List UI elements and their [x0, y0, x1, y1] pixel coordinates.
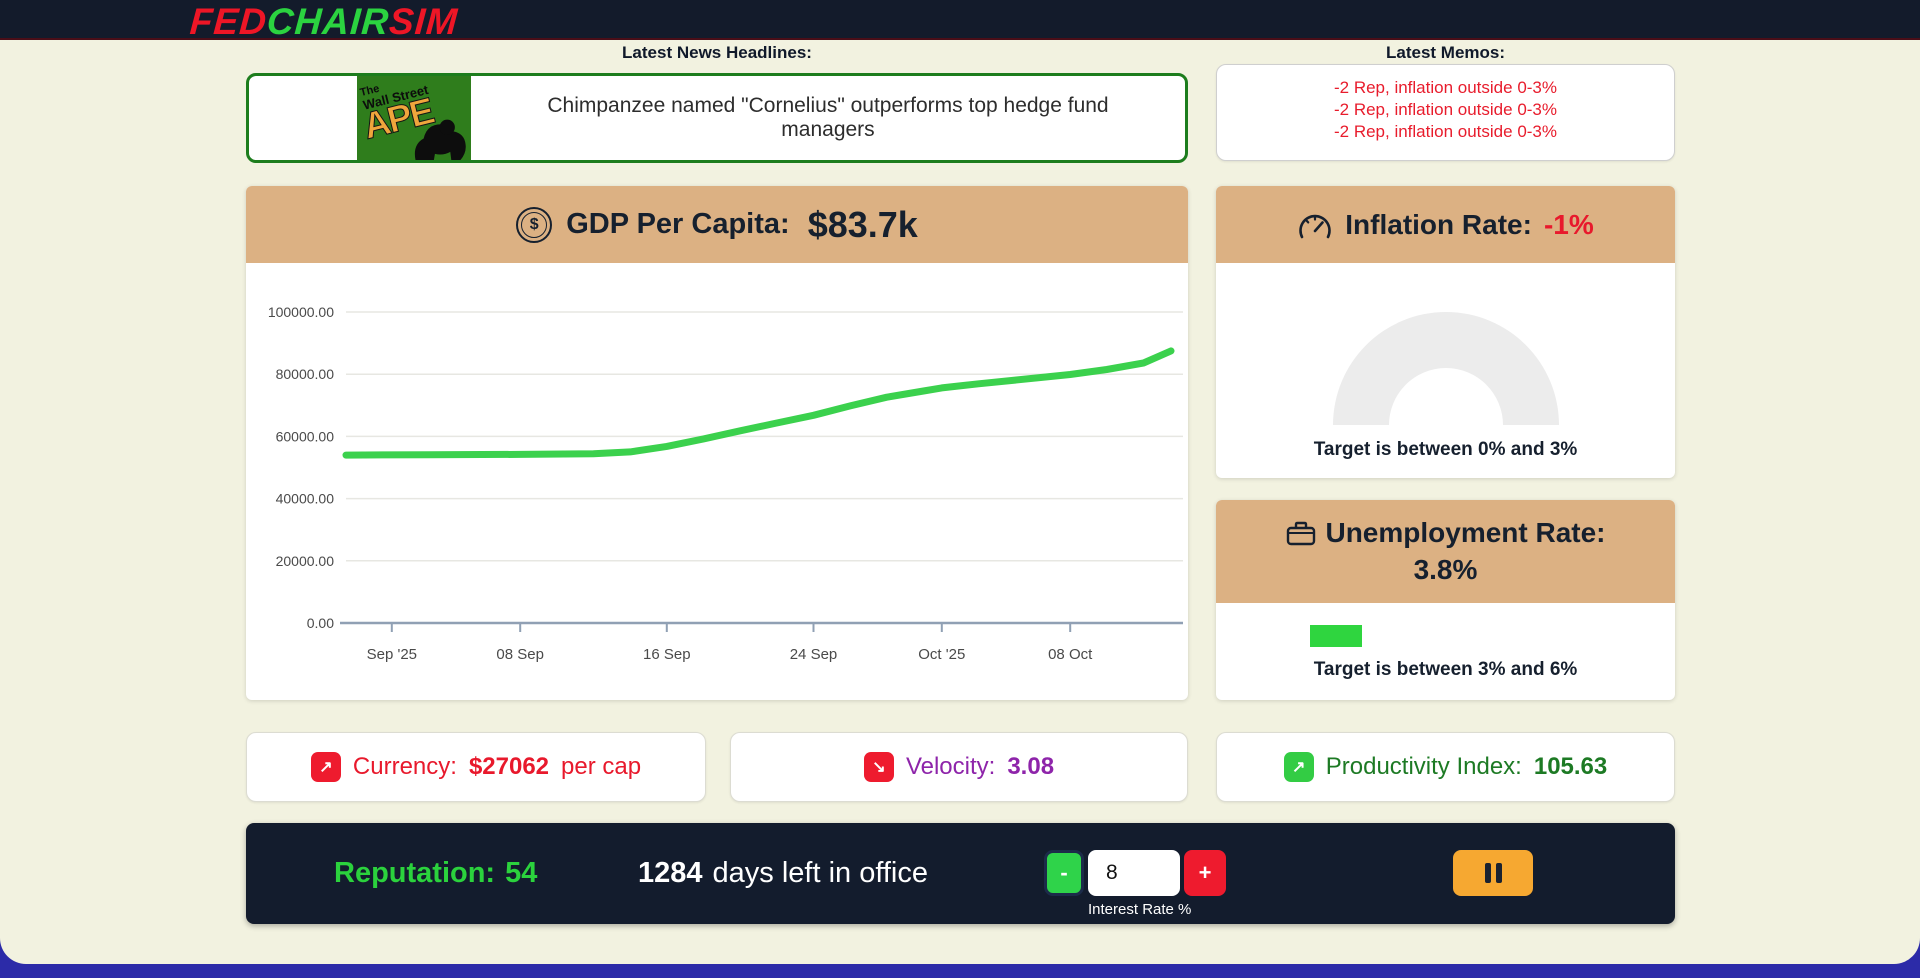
days-left-label: days left in office: [712, 857, 928, 889]
bottom-accent-strip: [0, 964, 1920, 978]
interest-rate-controls: - +: [1044, 850, 1226, 896]
briefcase-icon: [1287, 522, 1316, 546]
gdp-card-header: $ GDP Per Capita: $83.7k: [246, 186, 1188, 263]
inflation-gauge: Target is between 0% and 3%: [1216, 263, 1675, 478]
productivity-label: Productivity Index:: [1325, 753, 1522, 780]
top-header-bar: FEDCHAIRSIM: [0, 0, 1920, 43]
app-logo: FEDCHAIRSIM: [189, 1, 460, 43]
productivity-stat-card: ↗ Productivity Index: 105.63: [1216, 732, 1675, 802]
gorilla-icon: [414, 119, 466, 160]
pause-button[interactable]: [1453, 850, 1533, 896]
logo-part-fed: FED: [188, 1, 269, 42]
unemployment-target-text: Target is between 3% and 6%: [1313, 659, 1578, 680]
inflation-title: Inflation Rate:: [1345, 208, 1532, 240]
logo-part-chair: CHAIR: [265, 1, 391, 42]
inflation-card: Inflation Rate: -1% Target is between 0%…: [1216, 186, 1675, 478]
memos-section-title: Latest Memos:: [1385, 43, 1506, 62]
wall-street-ape-logo: The Wall Street APE: [357, 76, 471, 160]
memos-box: -2 Rep, inflation outside 0-3% -2 Rep, in…: [1216, 64, 1675, 161]
trend-up-icon: ↗: [310, 752, 341, 782]
velocity-value: 3.08: [1007, 753, 1055, 780]
unemployment-title: Unemployment Rate:: [1325, 517, 1606, 549]
svg-text:60000.00: 60000.00: [276, 428, 335, 444]
memo-item: -2 Rep, inflation outside 0-3%: [1333, 100, 1558, 119]
inflation-value: -1%: [1543, 208, 1594, 240]
svg-text:Sep '25: Sep '25: [367, 646, 417, 663]
svg-text:08 Sep: 08 Sep: [496, 646, 544, 663]
days-left-value: 1284: [638, 857, 703, 889]
svg-text:0.00: 0.00: [307, 615, 334, 631]
currency-label: Currency:: [352, 753, 457, 780]
svg-text:24 Sep: 24 Sep: [790, 646, 838, 663]
svg-text:Oct '25: Oct '25: [918, 646, 965, 663]
currency-suffix: per cap: [561, 753, 642, 780]
interest-rate-input[interactable]: [1088, 850, 1180, 896]
svg-text:20000.00: 20000.00: [276, 553, 335, 569]
control-bar: Reputation: 54 1284 days left in office …: [246, 823, 1675, 924]
memo-item: -2 Rep, inflation outside 0-3%: [1333, 122, 1558, 141]
svg-text:08 Oct: 08 Oct: [1048, 646, 1093, 663]
gauge-icon: [1299, 214, 1332, 238]
inflation-gauge-svg: [1333, 312, 1559, 425]
unemployment-body: Target is between 3% and 6%: [1216, 603, 1675, 700]
trend-up-icon: ↗: [1283, 752, 1314, 782]
reputation-label: Reputation:: [334, 857, 496, 889]
news-ticker: The Wall Street APE Chimpanzee named "Co…: [246, 73, 1188, 163]
svg-text:16 Sep: 16 Sep: [643, 646, 691, 663]
unemployment-bar: [1310, 625, 1362, 647]
inflation-card-header: Inflation Rate: -1%: [1216, 186, 1675, 263]
reputation-display: Reputation: 54: [334, 823, 537, 924]
unemployment-card-header: Unemployment Rate: 3.8%: [1216, 500, 1675, 603]
unemployment-value: 3.8%: [1413, 553, 1478, 585]
gdp-card: $ GDP Per Capita: $83.7k 0.00 20000.00 400…: [246, 186, 1188, 700]
main-content-panel: Latest News Headlines: Latest Memos: The…: [0, 40, 1920, 964]
interest-rate-label: Interest Rate %: [1088, 901, 1192, 918]
velocity-stat-card: ↘ Velocity: 3.08: [730, 732, 1188, 802]
news-headline: Chimpanzee named "Cornelius" outperforms…: [547, 94, 1109, 141]
interest-rate-decrease-button[interactable]: -: [1044, 850, 1084, 896]
gdp-chart-svg: 0.00 20000.00 40000.00 60000.00 80000.00 1000…: [268, 304, 1183, 663]
currency-stat-card: ↗ Currency: $27062 per cap: [246, 732, 706, 802]
svg-text:80000.00: 80000.00: [276, 366, 335, 382]
gdp-value: $83.7k: [807, 203, 918, 245]
trend-down-icon: ↘: [863, 752, 894, 782]
reputation-value: 54: [505, 857, 538, 889]
coin-icon: $: [516, 206, 553, 243]
productivity-value: 105.63: [1533, 753, 1608, 780]
memo-item: -2 Rep, inflation outside 0-3%: [1333, 78, 1558, 97]
gdp-title: GDP Per Capita:: [566, 208, 790, 240]
days-left-display: 1284 days left in office: [638, 823, 928, 924]
svg-text:40000.00: 40000.00: [276, 491, 335, 507]
news-section-title: Latest News Headlines:: [622, 43, 812, 62]
logo-part-sim: SIM: [387, 1, 460, 42]
inflation-target-text: Target is between 0% and 3%: [1313, 439, 1578, 460]
svg-text:100000.00: 100000.00: [268, 304, 334, 320]
unemployment-card: Unemployment Rate: 3.8% Target is betwee…: [1216, 500, 1675, 700]
pause-icon: [1484, 863, 1491, 883]
interest-rate-increase-button[interactable]: +: [1184, 850, 1226, 896]
velocity-label: Velocity:: [905, 753, 996, 780]
currency-value: $27062: [468, 753, 550, 780]
